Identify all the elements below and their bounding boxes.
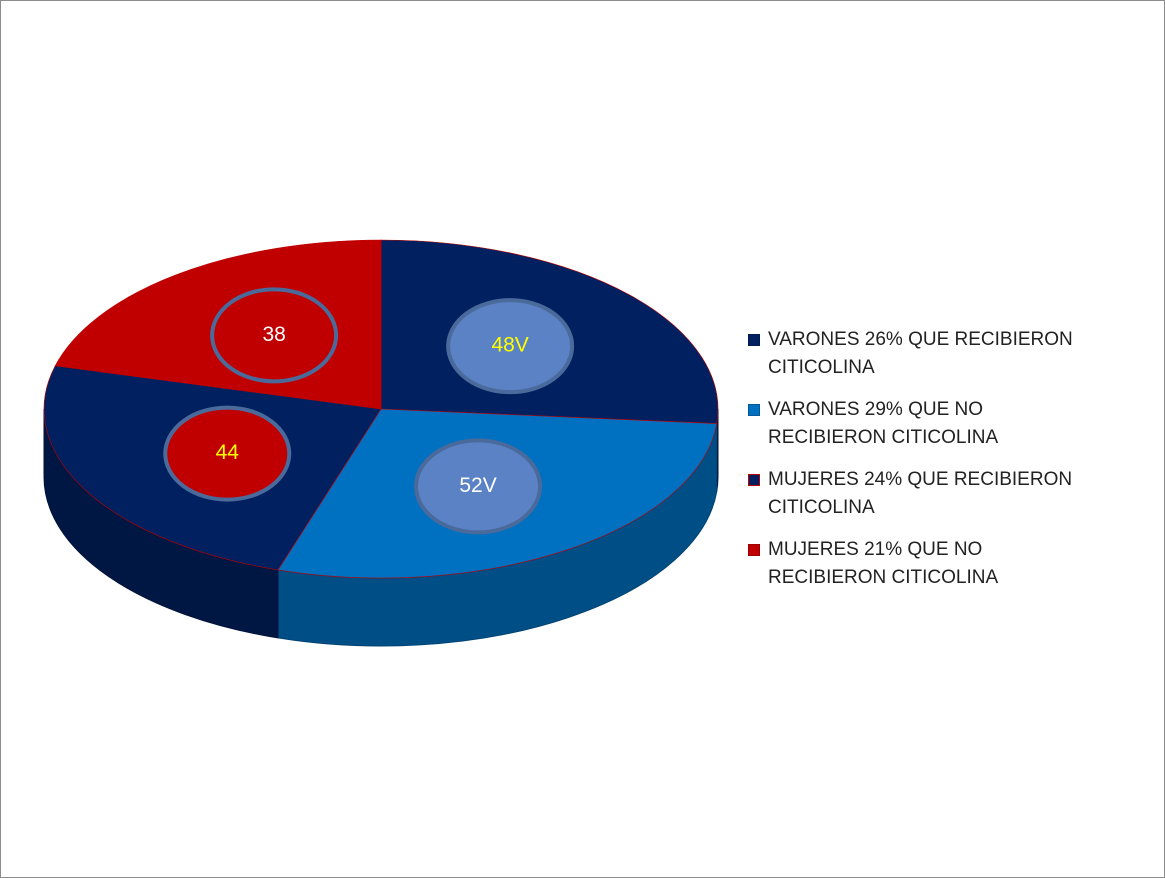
legend-label: VARONES 26% QUE RECIBIERON CITICOLINA	[768, 329, 1073, 378]
legend-item: MUJERES 24% QUE RECIBIERON CITICOLINA	[748, 466, 1088, 522]
legend-label: MUJERES 21% QUE NO RECIBIERON CITICOLINA	[768, 539, 999, 588]
legend-item: MUJERES 21% QUE NO RECIBIERON CITICOLINA	[748, 536, 1088, 592]
legend-label: MUJERES 24% QUE RECIBIERON CITICOLINA	[768, 469, 1073, 518]
legend-swatch	[748, 544, 760, 556]
legend-swatch	[748, 404, 760, 416]
value-label: 52V	[459, 474, 496, 497]
value-label-bubble	[163, 405, 292, 502]
legend-swatch	[748, 474, 760, 486]
legend-item: VARONES 29% QUE NO RECIBIERON CITICOLINA	[748, 396, 1088, 452]
value-label-bubble	[446, 298, 575, 395]
legend-label: VARONES 29% QUE NO RECIBIERON CITICOLINA	[768, 399, 999, 448]
value-label-bubble	[210, 287, 339, 384]
value-label: 38	[262, 323, 285, 346]
legend-swatch	[748, 334, 760, 346]
value-label: 48V	[491, 334, 528, 357]
value-label-bubble	[414, 438, 543, 535]
value-label: 44	[216, 441, 240, 464]
legend-item: VARONES 26% QUE RECIBIERON CITICOLINA	[748, 326, 1088, 382]
legend: VARONES 26% QUE RECIBIERON CITICOLINA VAR…	[748, 326, 1088, 606]
